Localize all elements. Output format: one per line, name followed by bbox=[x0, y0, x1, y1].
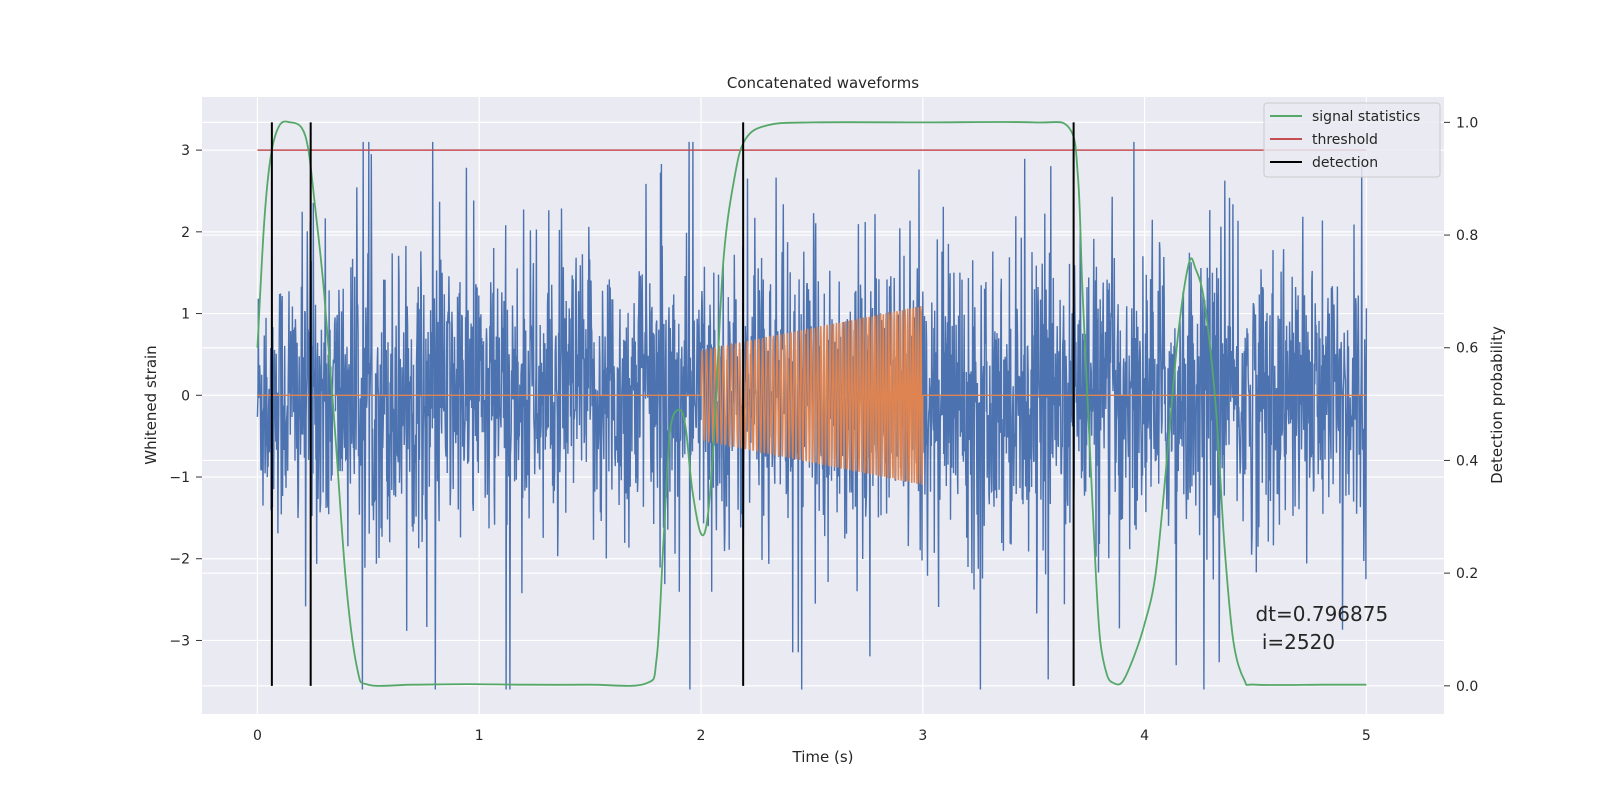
y-left-tick-label: −3 bbox=[169, 633, 190, 649]
x-tick-label: 3 bbox=[918, 728, 927, 744]
y-left-tick-label: −1 bbox=[169, 470, 190, 486]
y-left-tick-label: 3 bbox=[181, 143, 190, 159]
annotation-index: i=2520 bbox=[1255, 630, 1335, 654]
legend-label: threshold bbox=[1312, 132, 1378, 148]
signal-statistics-line bbox=[256, 120, 1367, 687]
y-left-tick-label: −2 bbox=[169, 552, 190, 568]
y-axis-right-label: Detection probability bbox=[1488, 326, 1506, 484]
injected-chirp-line bbox=[257, 306, 1367, 486]
y-right-tick-label: 0.4 bbox=[1456, 453, 1478, 469]
legend-label: detection bbox=[1312, 155, 1378, 171]
annotation-dt: dt=0.796875 bbox=[1255, 602, 1388, 626]
y-left-tick-label: 2 bbox=[181, 225, 190, 241]
detection-lines bbox=[270, 122, 1075, 686]
x-tick-label: 2 bbox=[697, 728, 706, 744]
x-tick-label: 0 bbox=[253, 728, 262, 744]
x-axis-label: Time (s) bbox=[792, 748, 854, 766]
y-left-tick-label: 0 bbox=[181, 388, 190, 404]
legend-box bbox=[1263, 102, 1441, 178]
y-right-tick-label: 0.2 bbox=[1456, 566, 1478, 582]
y-left-tick-label: 1 bbox=[181, 307, 190, 323]
x-tick-label: 1 bbox=[475, 728, 484, 744]
y-axis-left-label: Whitened strain bbox=[142, 345, 160, 464]
y-right-tick-label: 0.6 bbox=[1456, 341, 1478, 357]
x-tick-label: 4 bbox=[1140, 728, 1149, 744]
y-axis-right-ticks: 1.0 0.8 0.6 0.4 0.2 0.0 bbox=[1444, 115, 1478, 695]
x-tick-label: 5 bbox=[1362, 728, 1371, 744]
x-axis-ticks: 0 1 2 3 4 5 bbox=[253, 728, 1371, 744]
chart-title: Concatenated waveforms bbox=[727, 74, 919, 92]
legend-label: signal statistics bbox=[1312, 109, 1420, 125]
y-right-tick-label: 0.8 bbox=[1456, 228, 1478, 244]
y-axis-left-ticks: 3 2 1 0 −1 −2 −3 bbox=[169, 143, 202, 649]
y-right-tick-label: 1.0 bbox=[1456, 115, 1478, 131]
legend: signal statistics threshold detection bbox=[1263, 102, 1441, 178]
y-right-tick-label: 0.0 bbox=[1456, 679, 1478, 695]
